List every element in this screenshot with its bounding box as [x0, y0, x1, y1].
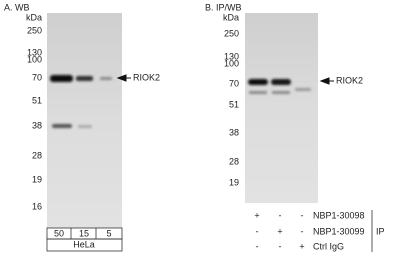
marker-label: 19 [229, 177, 239, 187]
unit: kDa [26, 12, 42, 22]
marker-label: 130 [224, 51, 239, 61]
lane-label: 15 [79, 228, 89, 238]
marker-label: 70 [229, 78, 239, 88]
sign: - [301, 210, 304, 220]
marker-label: 38 [32, 120, 42, 130]
marker-label: 250 [224, 28, 239, 38]
sign: - [279, 210, 282, 220]
lane-label: 50 [54, 228, 64, 238]
marker-label: 100 [224, 58, 239, 68]
sign: - [301, 226, 304, 236]
marker-label: 16 [32, 201, 42, 211]
ip-table: + - - NBP1-30098- + - NBP1-30099- - + Ctrl IgG [254, 210, 364, 251]
sign: + [299, 241, 304, 251]
sign: - [256, 226, 259, 236]
panel-title: A. WB [4, 2, 30, 12]
sign: - [256, 241, 259, 251]
blot [245, 13, 318, 203]
marker-label: 70 [32, 72, 42, 82]
unit: kDa [223, 12, 239, 22]
row-label: NBP1-30098 [313, 210, 365, 220]
row-label: Ctrl IgG [313, 241, 344, 251]
marker-label: 51 [229, 99, 239, 109]
cell-line: HeLa [73, 239, 95, 249]
blot [47, 13, 122, 228]
group-label: IP [376, 226, 385, 236]
sign: - [279, 241, 282, 251]
marker-label: 19 [32, 174, 42, 184]
marker-label: 130 [27, 47, 42, 57]
marker-label: 51 [32, 95, 42, 105]
panel-title: B. IP/WB [205, 2, 242, 12]
marker-label: 28 [229, 156, 239, 166]
marker-label: 250 [27, 25, 42, 35]
row-label: NBP1-30099 [313, 226, 365, 236]
bands [248, 79, 311, 94]
marker-label: 100 [27, 54, 42, 64]
sign: + [254, 210, 259, 220]
target-label: RIOK2 [336, 75, 363, 85]
marker-label: 28 [32, 150, 42, 160]
bands [50, 75, 112, 128]
lane-label: 5 [106, 228, 111, 238]
arrow [319, 77, 334, 85]
arrow [116, 74, 131, 82]
marker-label: 38 [229, 127, 239, 137]
sign: + [277, 226, 282, 236]
target-label: RIOK2 [133, 72, 160, 82]
